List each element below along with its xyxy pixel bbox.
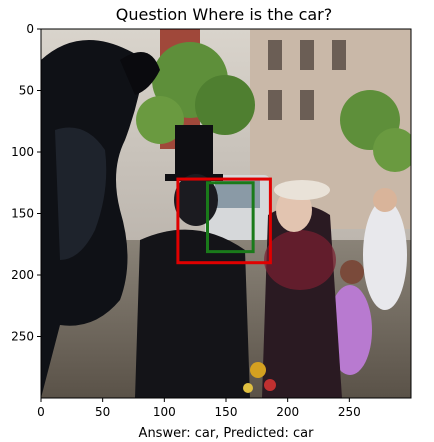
y-ticks: 0 50 100 150 200 250 bbox=[11, 22, 41, 344]
x-tick-label: 100 bbox=[153, 405, 176, 419]
x-tick-label: 150 bbox=[215, 405, 238, 419]
photo-scene bbox=[41, 29, 411, 398]
x-ticks: 0 50 100 150 200 250 bbox=[37, 398, 361, 419]
predicted-box bbox=[206, 181, 255, 254]
x-axis-label: Answer: car, Predicted: car bbox=[139, 426, 315, 441]
y-tick-label: 100 bbox=[11, 145, 34, 159]
y-tick-label: 250 bbox=[11, 330, 34, 344]
chart-title: Question Where is the car? bbox=[116, 5, 333, 24]
x-tick-label: 0 bbox=[37, 405, 45, 419]
x-tick-label: 50 bbox=[95, 405, 110, 419]
y-tick-label: 50 bbox=[19, 84, 34, 98]
ground-truth-box bbox=[176, 177, 272, 265]
y-tick-label: 150 bbox=[11, 207, 34, 221]
y-tick-label: 0 bbox=[26, 22, 34, 36]
y-tick-label: 200 bbox=[11, 268, 34, 282]
bounding-boxes bbox=[176, 177, 272, 265]
image-axes: 0 50 100 150 200 250 0 50 100 150 200 250 bbox=[11, 22, 412, 419]
x-tick-label: 200 bbox=[276, 405, 299, 419]
x-tick-label: 250 bbox=[338, 405, 361, 419]
